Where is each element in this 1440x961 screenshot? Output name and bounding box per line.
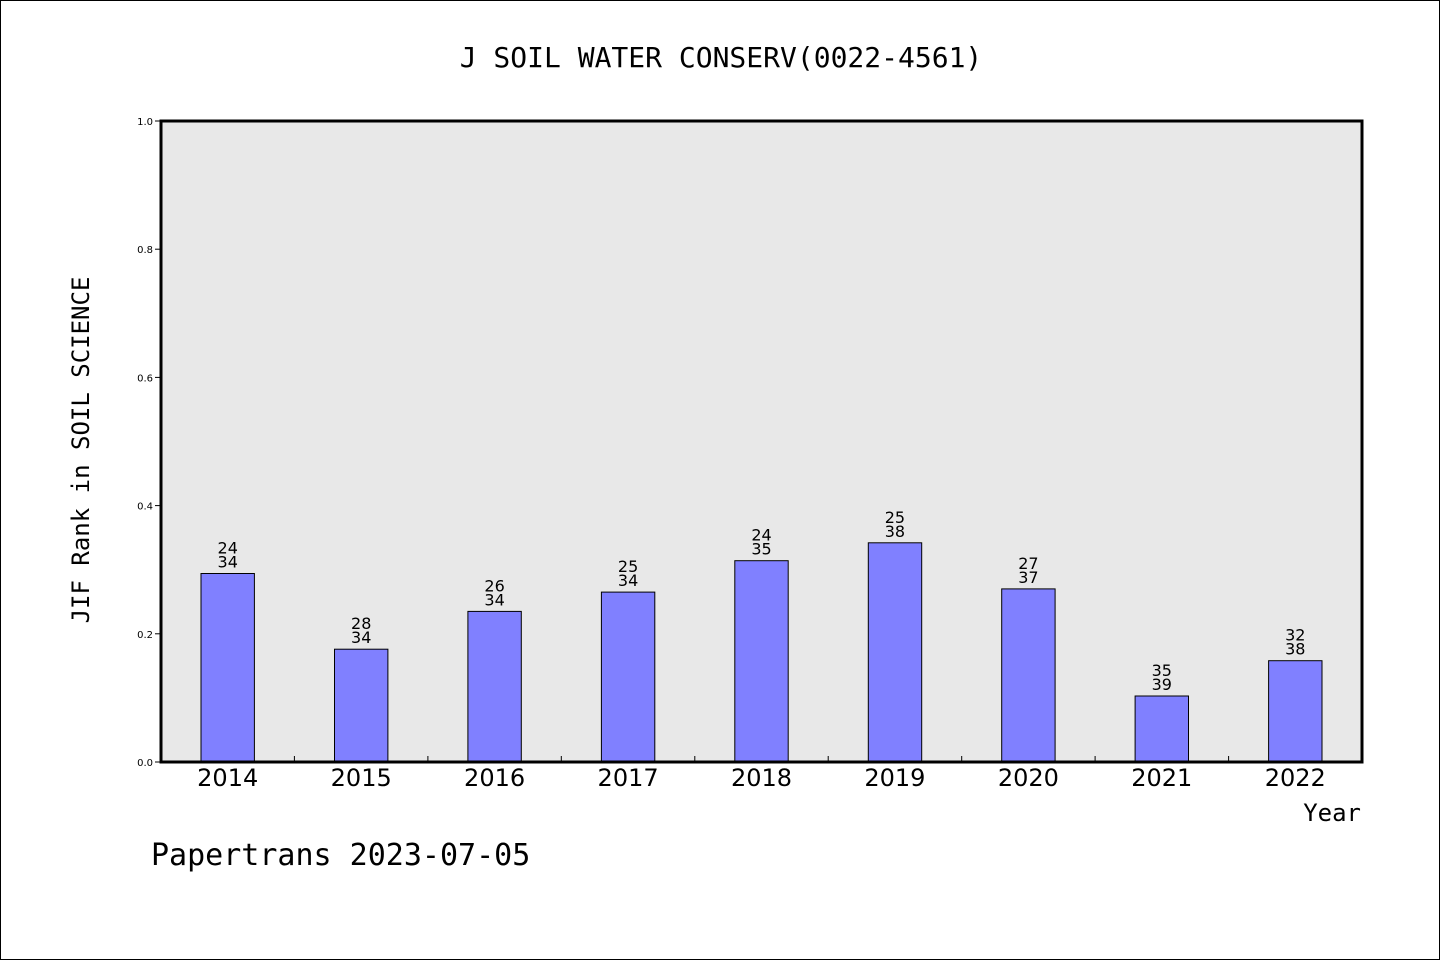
chart-title: J SOIL WATER CONSERV(0022-4561) — [460, 41, 983, 74]
bar-2014 — [200, 573, 255, 763]
x-tick-label-2016: 2016 — [464, 764, 525, 792]
bar-2016 — [467, 610, 522, 763]
x-tick-label-2017: 2017 — [598, 764, 659, 792]
bar-label-rank-2018: 24 — [751, 526, 771, 545]
bar-2019 — [867, 542, 923, 763]
footer-credit: Papertrans 2023-07-05 — [151, 838, 530, 873]
bar-label-rank-2020: 27 — [1018, 554, 1038, 573]
bar-2020 — [1001, 588, 1056, 763]
bar-2022 — [1268, 660, 1323, 763]
y-tick-label-0.6: 0.6 — [137, 373, 153, 384]
bar-label-rank-2016: 26 — [484, 576, 504, 595]
bar-2018 — [734, 560, 789, 763]
x-tick-label-2020: 2020 — [998, 764, 1059, 792]
bar-label-rank-2015: 28 — [351, 614, 371, 633]
bar-label-total-2016: 34 — [484, 590, 504, 609]
x-tick-label-2015: 2015 — [331, 764, 392, 792]
bar-label-rank-2014: 24 — [218, 539, 238, 558]
y-tick-label-1.0: 1.0 — [137, 117, 153, 128]
bar-label-total-2017: 34 — [618, 571, 638, 590]
bar-label-rank-2021: 35 — [1152, 661, 1172, 680]
x-tick-label-2019: 2019 — [864, 764, 925, 792]
bar-label-total-2022: 38 — [1285, 640, 1305, 659]
bar-label-total-2014: 34 — [218, 553, 238, 572]
bar-label-rank-2017: 25 — [618, 557, 638, 576]
x-tick-label-2021: 2021 — [1131, 764, 1192, 792]
x-tick-label-2018: 2018 — [731, 764, 792, 792]
plot-border — [159, 119, 1364, 764]
y-tick-label-0.2: 0.2 — [137, 630, 153, 641]
bar-2017 — [600, 591, 656, 763]
bar-label-total-2019: 38 — [885, 522, 905, 541]
x-axis-title: Year — [1303, 799, 1361, 827]
x-tick-label-2022: 2022 — [1265, 764, 1326, 792]
y-tick-label-0.0: 0.0 — [137, 758, 153, 769]
bar-label-total-2015: 34 — [351, 628, 371, 647]
bar-2015 — [334, 648, 389, 763]
bar-label-rank-2019: 25 — [885, 508, 905, 527]
bar-2021 — [1134, 695, 1189, 763]
y-axis-title: JIF Rank in SOIL SCIENCE — [67, 277, 95, 624]
x-tick-label-2014: 2014 — [197, 764, 258, 792]
bar-label-total-2018: 35 — [751, 540, 771, 559]
x-axis: 2014 2015 2016 2017 2018 2019 2020 2021 2022 — [197, 756, 1326, 792]
bars-layer — [200, 542, 1323, 763]
bar-label-total-2020: 37 — [1018, 568, 1038, 587]
y-tick-label-0.4: 0.4 — [137, 502, 153, 513]
bar-label-rank-2022: 32 — [1285, 626, 1305, 645]
y-axis: 0.0 0.2 0.4 0.6 0.8 1.0 — [137, 117, 161, 769]
bar-label-total-2021: 39 — [1152, 675, 1172, 694]
y-tick-label-0.8: 0.8 — [137, 245, 153, 256]
